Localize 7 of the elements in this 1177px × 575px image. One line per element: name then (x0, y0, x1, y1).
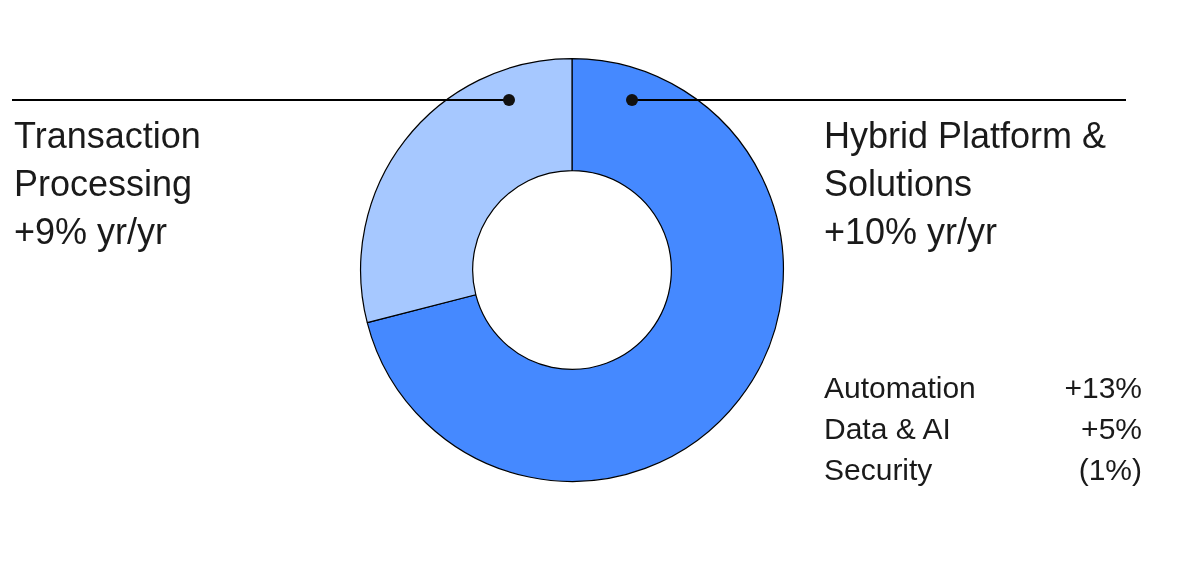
slice-label: Hybrid Platform & Solutions (824, 114, 1108, 206)
text: +9% yr/yr (14, 210, 169, 254)
slice-label: Transaction Processing (14, 114, 202, 206)
text: Data & AI +5% (824, 412, 1142, 445)
text: Security (1%) (824, 453, 1142, 486)
text: Automation +13% (824, 371, 1142, 404)
text: +10% yr/yr (824, 210, 999, 254)
